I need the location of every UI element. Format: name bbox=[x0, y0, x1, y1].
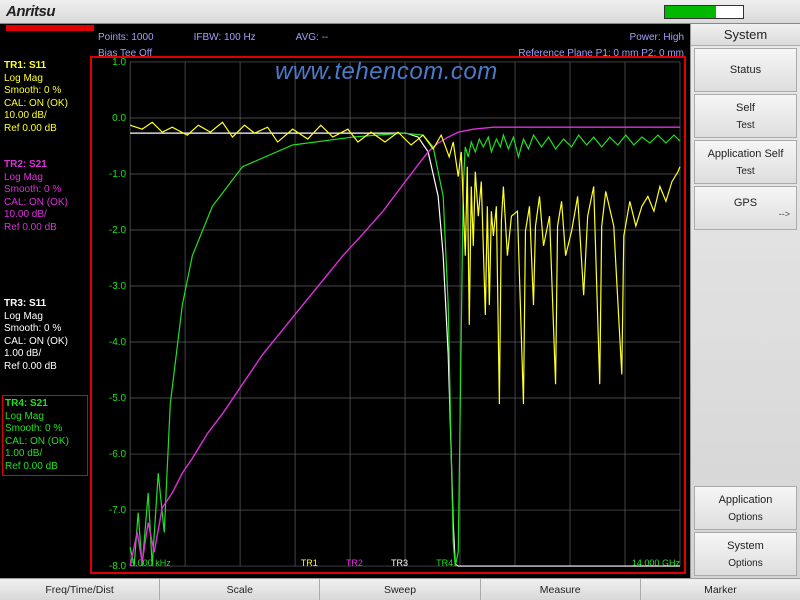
svg-text:-1.0: -1.0 bbox=[109, 169, 127, 180]
softkey-self[interactable]: SelfTest bbox=[694, 94, 797, 138]
svg-text:-4.0: -4.0 bbox=[109, 337, 127, 348]
power-readout: Power: High bbox=[630, 32, 684, 47]
svg-text:-5.0: -5.0 bbox=[109, 393, 127, 404]
brand-logo: Anritsu bbox=[6, 3, 55, 20]
menu-group-top: StatusSelfTestApplication SelfTestGPS--> bbox=[691, 46, 800, 232]
trace-info-column: TR1: S11Log MagSmooth: 0 %CAL: ON (OK)10… bbox=[2, 58, 88, 574]
bottom-softkey-measure[interactable]: Measure bbox=[481, 579, 641, 600]
main-area: Points: 1000 IFBW: 100 Hz AVG: -- Power:… bbox=[0, 24, 690, 578]
ifbw-readout: IFBW: 100 Hz bbox=[194, 32, 256, 47]
softkey-system[interactable]: SystemOptions bbox=[694, 532, 797, 576]
trace-block-tr1[interactable]: TR1: S11Log MagSmooth: 0 %CAL: ON (OK)10… bbox=[2, 58, 88, 137]
svg-text:-3.0: -3.0 bbox=[109, 281, 127, 292]
bottom-softkey-scale[interactable]: Scale bbox=[160, 579, 320, 600]
svg-text:TR3: TR3 bbox=[391, 558, 408, 568]
chart-area[interactable]: 1.0 0.0 -1.0 -2.0 -3.0 -4.0 -5.0 -6.0 -7.0 -8.05.… bbox=[90, 56, 686, 574]
svg-text:1.0: 1.0 bbox=[112, 58, 126, 68]
svg-text:-6.0: -6.0 bbox=[109, 449, 127, 460]
svg-text:-2.0: -2.0 bbox=[109, 225, 127, 236]
chart-svg: 1.0 0.0 -1.0 -2.0 -3.0 -4.0 -5.0 -6.0 -7.0 -8.05.… bbox=[92, 58, 684, 572]
softkey-application-self[interactable]: Application SelfTest bbox=[694, 140, 797, 184]
menu-spacer bbox=[691, 232, 800, 484]
battery-indicator bbox=[664, 5, 744, 19]
trace-block-tr3[interactable]: TR3: S11Log MagSmooth: 0 %CAL: ON (OK)1.… bbox=[2, 296, 88, 375]
bottom-softkey-freq-time-dist[interactable]: Freq/Time/Dist bbox=[0, 579, 160, 600]
svg-text:-7.0: -7.0 bbox=[109, 505, 127, 516]
svg-text:TR4: TR4 bbox=[436, 558, 453, 568]
menu-header: System bbox=[691, 24, 800, 46]
menu-group-bottom: ApplicationOptionsSystemOptions bbox=[691, 484, 800, 578]
trace-block-tr4[interactable]: TR4: S21Log MagSmooth: 0 %CAL: ON (OK)1.… bbox=[2, 395, 88, 476]
softkey-application[interactable]: ApplicationOptions bbox=[694, 486, 797, 530]
softkey-gps[interactable]: GPS--> bbox=[694, 186, 797, 230]
bottom-softkey-sweep[interactable]: Sweep bbox=[320, 579, 480, 600]
trace-block-tr2[interactable]: TR2: S21Log MagSmooth: 0 %CAL: ON (OK)10… bbox=[2, 157, 88, 236]
svg-text:TR1: TR1 bbox=[301, 558, 318, 568]
battery-fill bbox=[665, 6, 716, 18]
bottom-softkey-menu: Freq/Time/DistScaleSweepMeasureMarker bbox=[0, 578, 800, 600]
softkey-status[interactable]: Status bbox=[694, 48, 797, 92]
svg-text:5.000 kHz: 5.000 kHz bbox=[130, 558, 171, 568]
svg-text:TR2: TR2 bbox=[346, 558, 363, 568]
avg-readout: AVG: -- bbox=[296, 32, 329, 47]
status-row-1: Points: 1000 IFBW: 100 Hz AVG: -- Power:… bbox=[0, 31, 690, 47]
right-softkey-menu: System StatusSelfTestApplication SelfTes… bbox=[690, 24, 800, 578]
svg-text:-8.0: -8.0 bbox=[109, 561, 127, 572]
points-readout: Points: 1000 bbox=[98, 32, 154, 47]
svg-text:0.0: 0.0 bbox=[112, 113, 126, 124]
top-bar: Anritsu bbox=[0, 0, 800, 24]
bottom-softkey-marker[interactable]: Marker bbox=[641, 579, 800, 600]
